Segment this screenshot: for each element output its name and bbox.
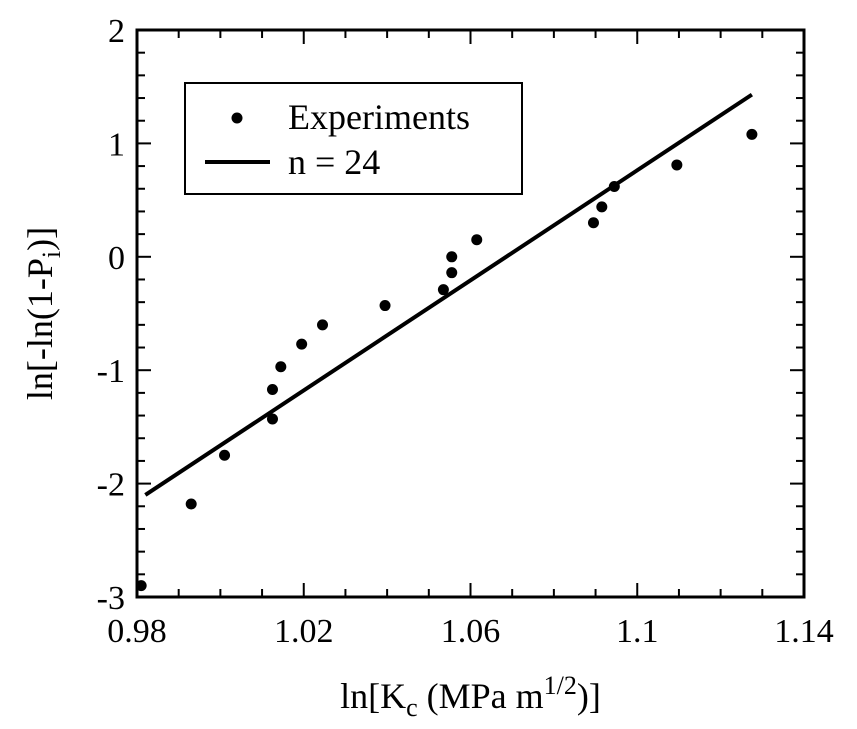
experiment-point bbox=[266, 413, 278, 425]
experiment-point bbox=[746, 128, 758, 140]
y-tick-label: -2 bbox=[97, 467, 125, 504]
y-tick-label: -1 bbox=[97, 353, 125, 390]
experiment-point bbox=[219, 449, 231, 461]
legend-label-experiments: Experiments bbox=[288, 97, 470, 137]
experiment-point bbox=[266, 383, 278, 395]
x-axis-title: ln[Kc (MPa m1/2)] bbox=[340, 671, 601, 722]
legend-box bbox=[184, 82, 523, 195]
experiment-point bbox=[437, 284, 449, 296]
x-tick-label: 1.14 bbox=[774, 613, 834, 650]
legend-marker-experiments bbox=[231, 112, 243, 124]
experiment-point bbox=[296, 338, 308, 350]
y-axis-title-subscript: i bbox=[37, 251, 66, 258]
experiment-point bbox=[275, 361, 287, 373]
x-axis-title-end: )] bbox=[577, 676, 601, 716]
experiment-point bbox=[185, 498, 197, 510]
x-tick-label: 1.06 bbox=[441, 613, 501, 650]
y-tick-label: -3 bbox=[97, 580, 125, 617]
y-axis-title-end: )] bbox=[20, 227, 60, 251]
y-tick-label: 0 bbox=[108, 240, 125, 277]
experiment-point bbox=[596, 201, 608, 213]
y-axis-title: ln[-ln(1-Pi)] bbox=[20, 227, 66, 400]
x-tick-label: 0.98 bbox=[107, 613, 167, 650]
experiment-point bbox=[671, 159, 683, 171]
y-axis-title-base: ln[-ln(1-P bbox=[20, 258, 60, 400]
x-axis-title-subscript: c bbox=[406, 693, 418, 722]
y-tick-label: 1 bbox=[108, 126, 125, 163]
experiment-point bbox=[135, 580, 147, 592]
y-tick-label: 2 bbox=[108, 13, 125, 50]
x-tick-label: 1.1 bbox=[616, 613, 659, 650]
experiment-point bbox=[608, 180, 620, 192]
x-tick-label: 1.02 bbox=[274, 613, 334, 650]
x-axis-title-base: ln[K bbox=[340, 676, 406, 716]
experiment-point bbox=[446, 251, 458, 263]
x-axis-title-middle: (MPa m bbox=[418, 676, 544, 716]
legend-label-n24: n = 24 bbox=[288, 142, 380, 182]
experiment-point bbox=[471, 234, 483, 246]
fit-line-n24 bbox=[144, 92, 753, 497]
experiment-point bbox=[317, 319, 329, 331]
experiment-point bbox=[379, 300, 391, 312]
experiment-point bbox=[446, 267, 458, 279]
experiment-point bbox=[587, 217, 599, 229]
x-axis-title-superscript: 1/2 bbox=[544, 671, 577, 700]
